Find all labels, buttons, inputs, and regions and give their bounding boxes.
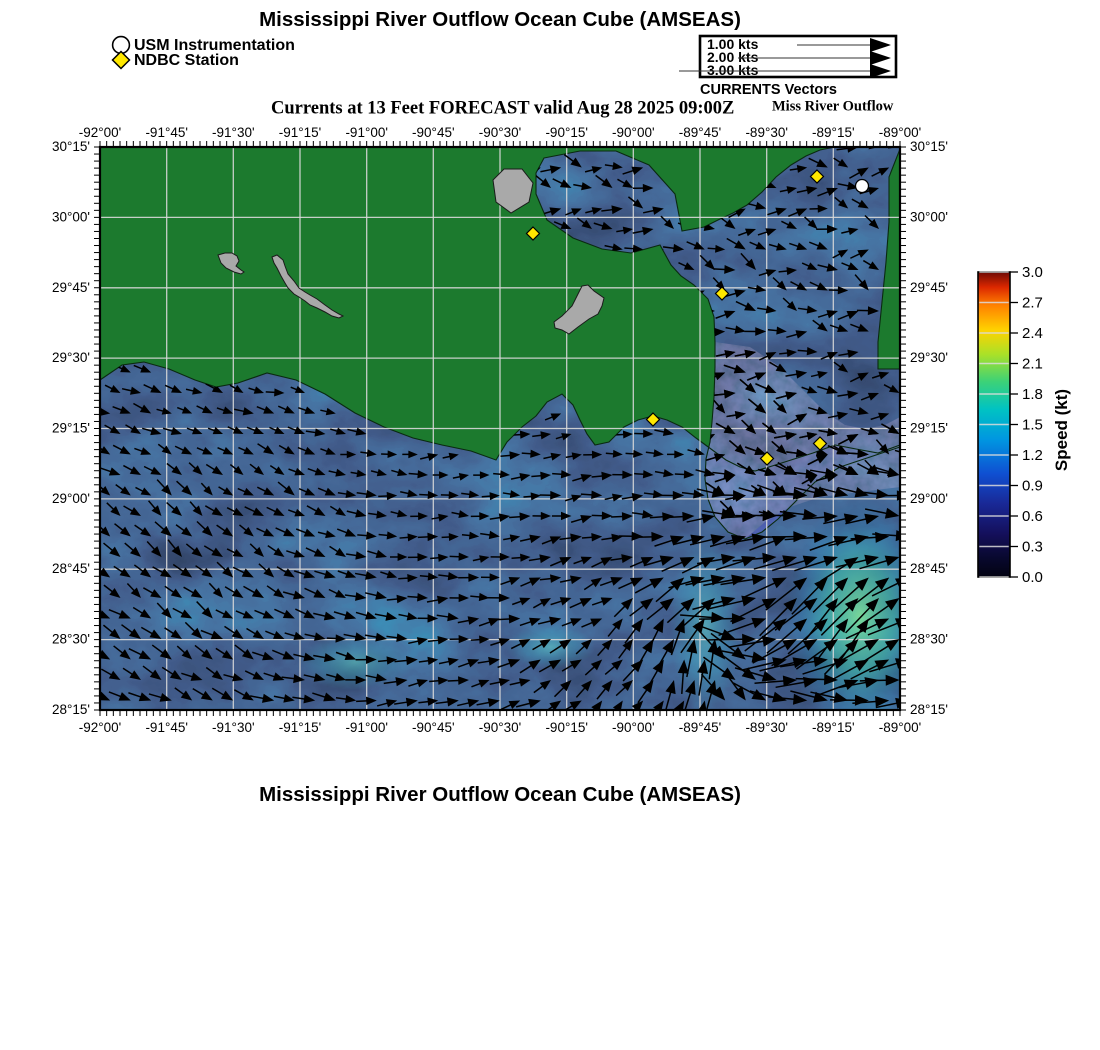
svg-text:-89°00': -89°00' bbox=[879, 125, 922, 140]
svg-text:29°45': 29°45' bbox=[52, 280, 90, 295]
svg-text:-91°00': -91°00' bbox=[345, 720, 388, 735]
svg-text:-91°30': -91°30' bbox=[212, 720, 255, 735]
svg-text:29°45': 29°45' bbox=[910, 280, 948, 295]
svg-text:28°30': 28°30' bbox=[910, 632, 948, 647]
svg-text:-91°15': -91°15' bbox=[279, 125, 322, 140]
svg-text:29°30': 29°30' bbox=[910, 350, 948, 365]
svg-text:Miss River Outflow: Miss River Outflow bbox=[772, 99, 894, 115]
svg-text:-89°45': -89°45' bbox=[679, 720, 722, 735]
svg-text:-92°00': -92°00' bbox=[79, 125, 122, 140]
svg-text:-90°15': -90°15' bbox=[545, 720, 588, 735]
svg-text:1.5: 1.5 bbox=[1022, 417, 1043, 434]
svg-text:NDBC Station: NDBC Station bbox=[134, 52, 239, 69]
svg-text:-89°30': -89°30' bbox=[745, 720, 788, 735]
svg-text:29°30': 29°30' bbox=[52, 350, 90, 365]
svg-text:0.3: 0.3 bbox=[1022, 539, 1043, 556]
svg-text:-89°15': -89°15' bbox=[812, 720, 855, 735]
svg-text:28°45': 28°45' bbox=[910, 561, 948, 576]
svg-text:2.7: 2.7 bbox=[1022, 295, 1043, 312]
svg-text:-89°30': -89°30' bbox=[745, 125, 788, 140]
svg-text:28°30': 28°30' bbox=[52, 632, 90, 647]
svg-text:29°00': 29°00' bbox=[52, 491, 90, 506]
svg-text:30°00': 30°00' bbox=[910, 209, 948, 224]
svg-text:30°00': 30°00' bbox=[52, 209, 90, 224]
svg-text:-90°15': -90°15' bbox=[545, 125, 588, 140]
svg-text:29°15': 29°15' bbox=[52, 421, 90, 436]
svg-text:-90°30': -90°30' bbox=[479, 125, 522, 140]
svg-text:1.2: 1.2 bbox=[1022, 447, 1043, 464]
svg-text:-91°30': -91°30' bbox=[212, 125, 255, 140]
svg-text:-91°15': -91°15' bbox=[279, 720, 322, 735]
svg-text:-91°00': -91°00' bbox=[345, 125, 388, 140]
svg-text:0.9: 0.9 bbox=[1022, 478, 1043, 495]
svg-text:Speed (kt): Speed (kt) bbox=[1052, 389, 1071, 471]
svg-text:30°15': 30°15' bbox=[52, 139, 90, 154]
svg-text:-91°45': -91°45' bbox=[145, 720, 188, 735]
svg-text:28°45': 28°45' bbox=[52, 561, 90, 576]
svg-text:CURRENTS Vectors: CURRENTS Vectors bbox=[700, 82, 837, 98]
svg-text:-90°00': -90°00' bbox=[612, 720, 655, 735]
svg-text:29°15': 29°15' bbox=[910, 421, 948, 436]
svg-text:Currents at 13 Feet FORECAST v: Currents at 13 Feet FORECAST valid Aug 2… bbox=[271, 99, 734, 119]
svg-text:-90°45': -90°45' bbox=[412, 125, 455, 140]
svg-text:30°15': 30°15' bbox=[910, 139, 948, 154]
svg-text:Mississippi River Outflow Ocea: Mississippi River Outflow Ocean Cube (AM… bbox=[259, 8, 741, 31]
svg-text:2.1: 2.1 bbox=[1022, 356, 1043, 373]
svg-text:-91°45': -91°45' bbox=[145, 125, 188, 140]
svg-text:0.0: 0.0 bbox=[1022, 569, 1043, 586]
svg-text:0.6: 0.6 bbox=[1022, 508, 1043, 525]
svg-text:-89°00': -89°00' bbox=[879, 720, 922, 735]
svg-text:1.8: 1.8 bbox=[1022, 386, 1043, 403]
svg-text:-92°00': -92°00' bbox=[79, 720, 122, 735]
svg-text:2.4: 2.4 bbox=[1022, 325, 1043, 342]
svg-text:3.00 kts: 3.00 kts bbox=[707, 62, 759, 78]
svg-text:3.0: 3.0 bbox=[1022, 264, 1043, 281]
svg-text:28°15': 28°15' bbox=[52, 702, 90, 717]
svg-text:-90°45': -90°45' bbox=[412, 720, 455, 735]
svg-text:-89°45': -89°45' bbox=[679, 125, 722, 140]
svg-text:28°15': 28°15' bbox=[910, 702, 948, 717]
svg-text:-90°30': -90°30' bbox=[479, 720, 522, 735]
svg-text:-89°15': -89°15' bbox=[812, 125, 855, 140]
svg-text:29°00': 29°00' bbox=[910, 491, 948, 506]
svg-text:-90°00': -90°00' bbox=[612, 125, 655, 140]
